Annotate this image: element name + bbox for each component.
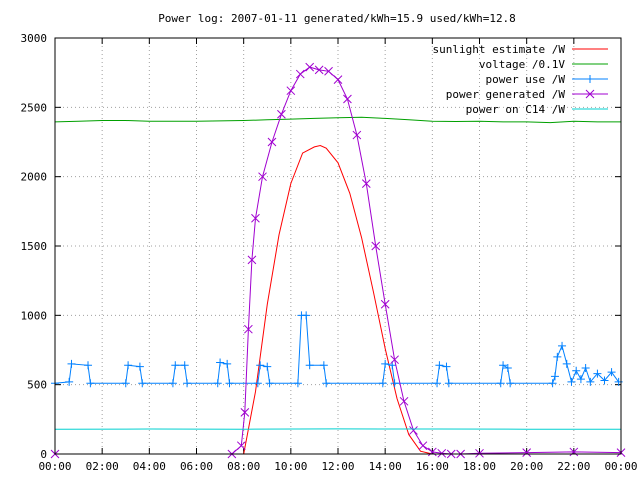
y-tick-label: 2500 xyxy=(21,101,48,114)
x-tick-label: 08:00 xyxy=(227,460,260,473)
y-tick-label: 1500 xyxy=(21,240,48,253)
y-tick-label: 3000 xyxy=(21,32,48,45)
x-tick-label: 20:00 xyxy=(510,460,543,473)
x-tick-label: 00:00 xyxy=(38,460,71,473)
x-tick-label: 14:00 xyxy=(369,460,402,473)
x-tick-label: 10:00 xyxy=(274,460,307,473)
x-tick-label: 06:00 xyxy=(180,460,213,473)
x-tick-label: 04:00 xyxy=(133,460,166,473)
legend-label: power on C14 /W xyxy=(466,103,566,116)
x-tick-label: 12:00 xyxy=(321,460,354,473)
x-tick-label: 18:00 xyxy=(463,460,496,473)
legend-label: sunlight estimate /W xyxy=(433,43,566,56)
legend-label: power generated /W xyxy=(446,88,566,101)
y-tick-label: 500 xyxy=(27,379,47,392)
legend-label: power use /W xyxy=(486,73,566,86)
chart-title: Power log: 2007-01-11 generated/kWh=15.9… xyxy=(158,12,516,25)
legend-label: voltage /0.1V xyxy=(479,58,565,71)
y-tick-label: 2000 xyxy=(21,171,48,184)
x-tick-label: 02:00 xyxy=(86,460,119,473)
y-tick-label: 1000 xyxy=(21,309,48,322)
x-tick-label: 16:00 xyxy=(416,460,449,473)
x-tick-label: 22:00 xyxy=(557,460,590,473)
x-tick-label: 00:00 xyxy=(604,460,637,473)
